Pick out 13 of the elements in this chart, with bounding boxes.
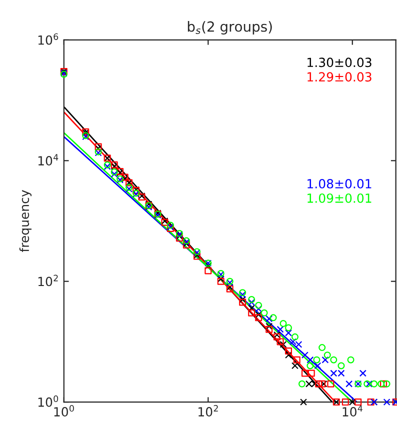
chart-title: b$_{s}$(2 groups) (188, 21, 272, 35)
y-tick-label: 10$^{6}$ (38, 33, 58, 45)
text: 1.08±0.01 (308, 178, 372, 188)
text: 1.29±0.03 (308, 72, 372, 82)
x-tick-label: 10$^{2}$ (198, 405, 218, 416)
y-tick-label: 10$^{4}$ (38, 154, 58, 166)
text: 1.09±0.01 (308, 193, 372, 203)
y-axis-title: frequency (19, 190, 32, 252)
x-tick-label: 10$^{4}$ (342, 405, 362, 416)
y-tick-label: 10$^{2}$ (38, 274, 58, 286)
y-tick-label: 10$^{0}$ (38, 395, 58, 407)
x-tick-label: 10$^{0}$ (54, 405, 74, 416)
text: 1.30±0.03 (308, 58, 372, 68)
